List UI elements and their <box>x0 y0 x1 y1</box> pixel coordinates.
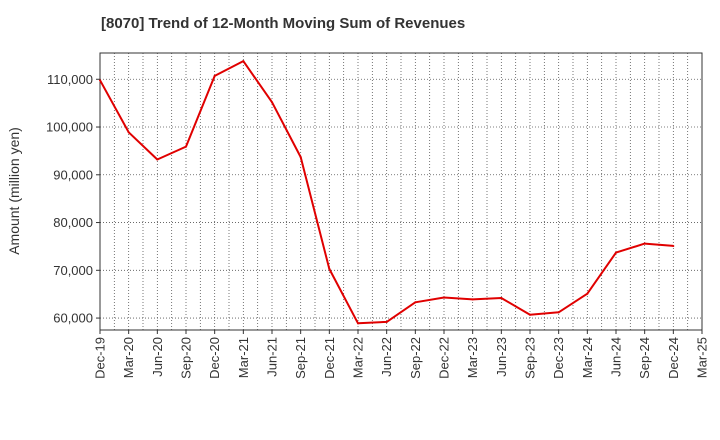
x-tick-label: Dec-20 <box>207 337 222 379</box>
x-tick-label: Dec-24 <box>666 337 681 379</box>
x-tick-label: Sep-21 <box>293 337 308 379</box>
data-point <box>156 158 159 161</box>
x-tick-label: Jun-23 <box>494 337 509 377</box>
x-tick-label: Dec-22 <box>437 337 452 379</box>
y-tick-label: 60,000 <box>53 311 93 326</box>
data-point <box>213 74 216 77</box>
x-tick-label: Sep-23 <box>523 337 538 379</box>
y-tick-label: 80,000 <box>53 215 93 230</box>
x-axis-ticks: Dec-19 Mar-20 Jun-20 Sep-20 Dec-20 Mar-21 Jun-… <box>93 330 710 379</box>
data-point <box>185 145 187 148</box>
x-tick-label: Mar-24 <box>580 337 595 378</box>
grid-lines <box>99 53 703 330</box>
y-tick-label: 110,000 <box>47 72 93 87</box>
y-tick-label: 100,000 <box>46 120 93 135</box>
x-tick-label: Jun-22 <box>379 337 394 377</box>
y-axis-ticks: 60,000 70,000 80,000 90,000 100,000 110,000 <box>46 72 100 326</box>
x-tick-label: Dec-23 <box>551 337 566 379</box>
x-tick-label: Mar-20 <box>121 337 136 378</box>
data-point <box>328 267 331 270</box>
plot-area-frame <box>99 52 703 331</box>
x-tick-label: Sep-20 <box>179 337 194 379</box>
chart-title: [8070] Trend of 12-Month Moving Sum of R… <box>101 15 466 32</box>
data-point <box>557 311 560 314</box>
data-point <box>672 244 675 247</box>
y-tick-label: 70,000 <box>53 263 93 278</box>
x-tick-label: Sep-22 <box>408 337 423 379</box>
y-axis-label: Amount (million yen) <box>6 127 22 255</box>
data-point <box>615 251 617 254</box>
data-point <box>357 322 359 325</box>
x-tick-label: Jun-24 <box>609 337 624 377</box>
x-tick-label: Dec-21 <box>322 337 337 379</box>
data-point <box>586 292 589 295</box>
data-point <box>414 301 417 304</box>
x-tick-label: Sep-24 <box>637 337 652 379</box>
data-point <box>385 320 388 323</box>
x-tick-label: Mar-21 <box>236 337 251 378</box>
x-tick-label: Mar-22 <box>351 337 366 378</box>
x-tick-label: Dec-19 <box>93 337 108 379</box>
data-point <box>271 101 273 104</box>
series-line <box>99 60 674 325</box>
data-point <box>643 242 646 245</box>
data-point <box>443 296 445 299</box>
x-tick-label: Mar-23 <box>465 337 480 378</box>
data-point <box>500 297 503 300</box>
data-point <box>529 313 531 316</box>
data-point <box>299 156 302 159</box>
data-point <box>242 60 245 63</box>
x-tick-label: Jun-20 <box>150 337 165 377</box>
data-point <box>471 298 474 301</box>
y-tick-label: 90,000 <box>53 167 93 182</box>
x-tick-label: Mar-25 <box>695 337 710 378</box>
data-point <box>127 131 130 134</box>
x-tick-label: Jun-21 <box>265 337 280 377</box>
